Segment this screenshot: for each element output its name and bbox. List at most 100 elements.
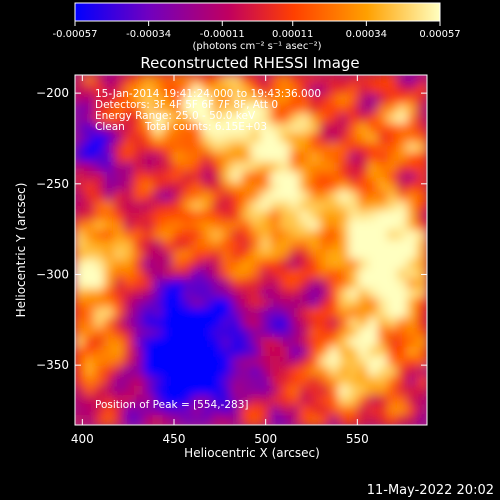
heatmap-cell bbox=[397, 414, 408, 425]
heatmap-cell bbox=[94, 84, 105, 95]
heatmap-cell bbox=[182, 414, 193, 425]
heatmap-cell bbox=[84, 298, 96, 309]
heatmap-cell bbox=[377, 123, 389, 134]
heatmap-cell bbox=[416, 405, 427, 416]
heatmap-cell bbox=[397, 405, 408, 416]
heatmap-cell bbox=[279, 113, 291, 125]
heatmap-cell bbox=[191, 171, 203, 183]
heatmap-cell bbox=[84, 220, 96, 232]
heatmap-cell bbox=[113, 84, 125, 95]
heatmap-cell bbox=[367, 249, 379, 261]
plot-frame bbox=[74, 74, 428, 426]
heatmap-cell bbox=[103, 249, 115, 261]
y-tick-label: −350 bbox=[36, 358, 69, 372]
heatmap-cell bbox=[338, 191, 350, 202]
heatmap-cell bbox=[309, 230, 320, 241]
heatmap-cell bbox=[201, 298, 213, 309]
heatmap-cell bbox=[250, 142, 262, 154]
heatmap-cell bbox=[201, 171, 213, 183]
heatmap-cell bbox=[318, 230, 330, 241]
heatmap-cell bbox=[172, 249, 184, 261]
heatmap-cell bbox=[230, 288, 242, 300]
heatmap-cell bbox=[211, 268, 223, 280]
heatmap-cell bbox=[84, 414, 96, 425]
heatmap-cell bbox=[230, 346, 242, 358]
heatmap-cell bbox=[367, 337, 379, 348]
heatmap-cell bbox=[397, 191, 408, 202]
heatmap-cell bbox=[299, 239, 311, 251]
y-tick-label: −250 bbox=[36, 177, 69, 191]
heatmap-cell bbox=[75, 142, 86, 154]
heatmap-cell bbox=[367, 84, 379, 95]
heatmap-cell bbox=[123, 356, 135, 368]
heatmap-cell bbox=[133, 239, 144, 251]
heatmap-cell bbox=[387, 93, 399, 105]
heatmap-cell bbox=[309, 239, 320, 251]
heatmap-cell bbox=[162, 298, 174, 309]
heatmap-cell bbox=[270, 249, 281, 261]
heatmap-cell bbox=[142, 84, 154, 95]
heatmap-cell bbox=[123, 288, 135, 300]
heatmap-cell bbox=[377, 113, 389, 125]
heatmap-cell bbox=[162, 268, 174, 280]
heatmap-cell bbox=[328, 142, 340, 154]
heatmap-cell bbox=[113, 113, 125, 125]
heatmap-cell bbox=[152, 288, 164, 300]
heatmap-cell bbox=[309, 337, 320, 348]
heatmap-cell bbox=[387, 288, 399, 300]
heatmap-cell bbox=[75, 75, 86, 86]
heatmap-cell bbox=[182, 249, 193, 261]
heatmap-cell bbox=[348, 210, 360, 222]
heatmap-cell bbox=[191, 162, 203, 173]
heatmap-cell bbox=[211, 75, 223, 86]
heatmap-cell bbox=[113, 375, 125, 387]
heatmap-cell bbox=[152, 337, 164, 348]
heatmap-cell bbox=[348, 181, 360, 193]
heatmap-cell bbox=[367, 162, 379, 173]
heatmap-cell bbox=[133, 414, 144, 425]
heatmap-cell bbox=[270, 75, 281, 86]
heatmap-cell bbox=[84, 375, 96, 387]
heatmap-cell bbox=[103, 93, 115, 105]
heatmap-cell bbox=[211, 123, 223, 134]
heatmap-cell bbox=[338, 123, 350, 134]
heatmap-cell bbox=[75, 230, 86, 241]
heatmap-cell bbox=[309, 327, 320, 338]
heatmap-cell bbox=[299, 171, 311, 183]
heatmap-cell bbox=[113, 230, 125, 241]
colorbar-ticks: -0.00057 -0.00034 -0.00011 0.00011 0.00034 0.… bbox=[53, 21, 461, 40]
colorbar-tick-label: -0.00011 bbox=[200, 29, 245, 40]
heatmap-cell bbox=[75, 327, 86, 338]
heatmap-cell bbox=[309, 307, 320, 319]
heatmap-cell bbox=[240, 191, 252, 202]
heatmap-cell bbox=[367, 414, 379, 425]
heatmap-cell bbox=[94, 113, 105, 125]
heatmap-cell bbox=[240, 268, 252, 280]
heatmap-cell bbox=[299, 181, 311, 193]
heatmap-cell bbox=[201, 317, 213, 329]
heatmap-cell bbox=[133, 405, 144, 416]
heatmap-cell bbox=[338, 346, 350, 358]
heatmap-cell bbox=[367, 317, 379, 329]
heatmap-cell bbox=[172, 123, 184, 134]
heatmap-cell bbox=[338, 75, 350, 86]
heatmap-cell bbox=[123, 346, 135, 358]
heatmap-cell bbox=[387, 171, 399, 183]
heatmap-cell bbox=[75, 103, 86, 115]
heatmap-cell bbox=[406, 84, 418, 95]
heatmap-cell bbox=[367, 327, 379, 338]
heatmap-cell bbox=[230, 200, 242, 212]
heatmap-cell bbox=[240, 162, 252, 173]
heatmap-cell bbox=[142, 346, 154, 358]
heatmap-cell bbox=[406, 142, 418, 154]
heatmap-cell bbox=[240, 84, 252, 95]
heatmap-cell bbox=[113, 317, 125, 329]
heatmap-cell bbox=[358, 84, 369, 95]
heatmap-cell bbox=[240, 152, 252, 163]
heatmap-cell bbox=[387, 414, 399, 425]
heatmap-cell bbox=[270, 181, 281, 193]
heatmap-cell bbox=[201, 337, 213, 348]
heatmap-cell bbox=[221, 132, 232, 144]
heatmap-cell bbox=[348, 405, 360, 416]
heatmap-cell bbox=[318, 327, 330, 338]
